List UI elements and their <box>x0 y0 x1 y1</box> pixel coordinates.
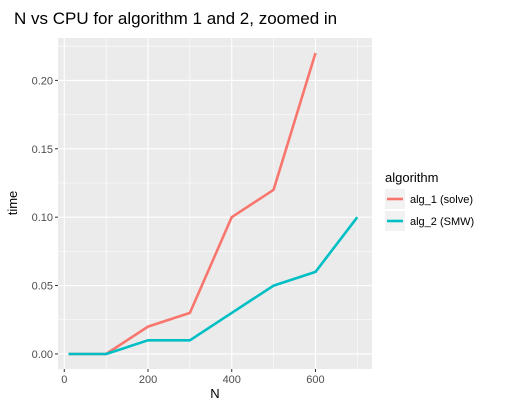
x-axis: 0 200 400 600 <box>61 369 325 386</box>
y-tick-label: 0.15 <box>32 144 53 156</box>
y-tick-label: 0.10 <box>32 212 53 224</box>
legend-title: algorithm <box>385 170 438 185</box>
y-tick-label: 0.05 <box>32 281 53 293</box>
legend-label: alg_1 (solve) <box>410 194 473 206</box>
legend-label: alg_2 (SMW) <box>410 216 474 228</box>
y-tick-label: 0.00 <box>32 349 53 361</box>
x-tick-label: 400 <box>223 374 241 386</box>
plot-panel <box>58 38 372 369</box>
series-line-2 <box>68 216 359 356</box>
legend: algorithm alg_1 (solve) alg_2 (SMW) <box>385 170 474 231</box>
x-tick-label: 200 <box>139 374 157 386</box>
x-tick-label: 600 <box>306 374 324 386</box>
x-axis-title: N <box>210 386 219 401</box>
y-tick-label: 0.20 <box>32 75 53 87</box>
chart-title: N vs CPU for algorithm 1 and 2, zoomed i… <box>14 9 337 28</box>
x-tick-label: 0 <box>61 374 67 386</box>
series-lines <box>68 52 359 356</box>
grid-minor <box>58 38 372 369</box>
y-axis-title: time <box>5 191 20 216</box>
y-axis: 0.00 0.05 0.10 0.15 0.20 <box>32 75 58 361</box>
grid-major <box>58 38 372 369</box>
